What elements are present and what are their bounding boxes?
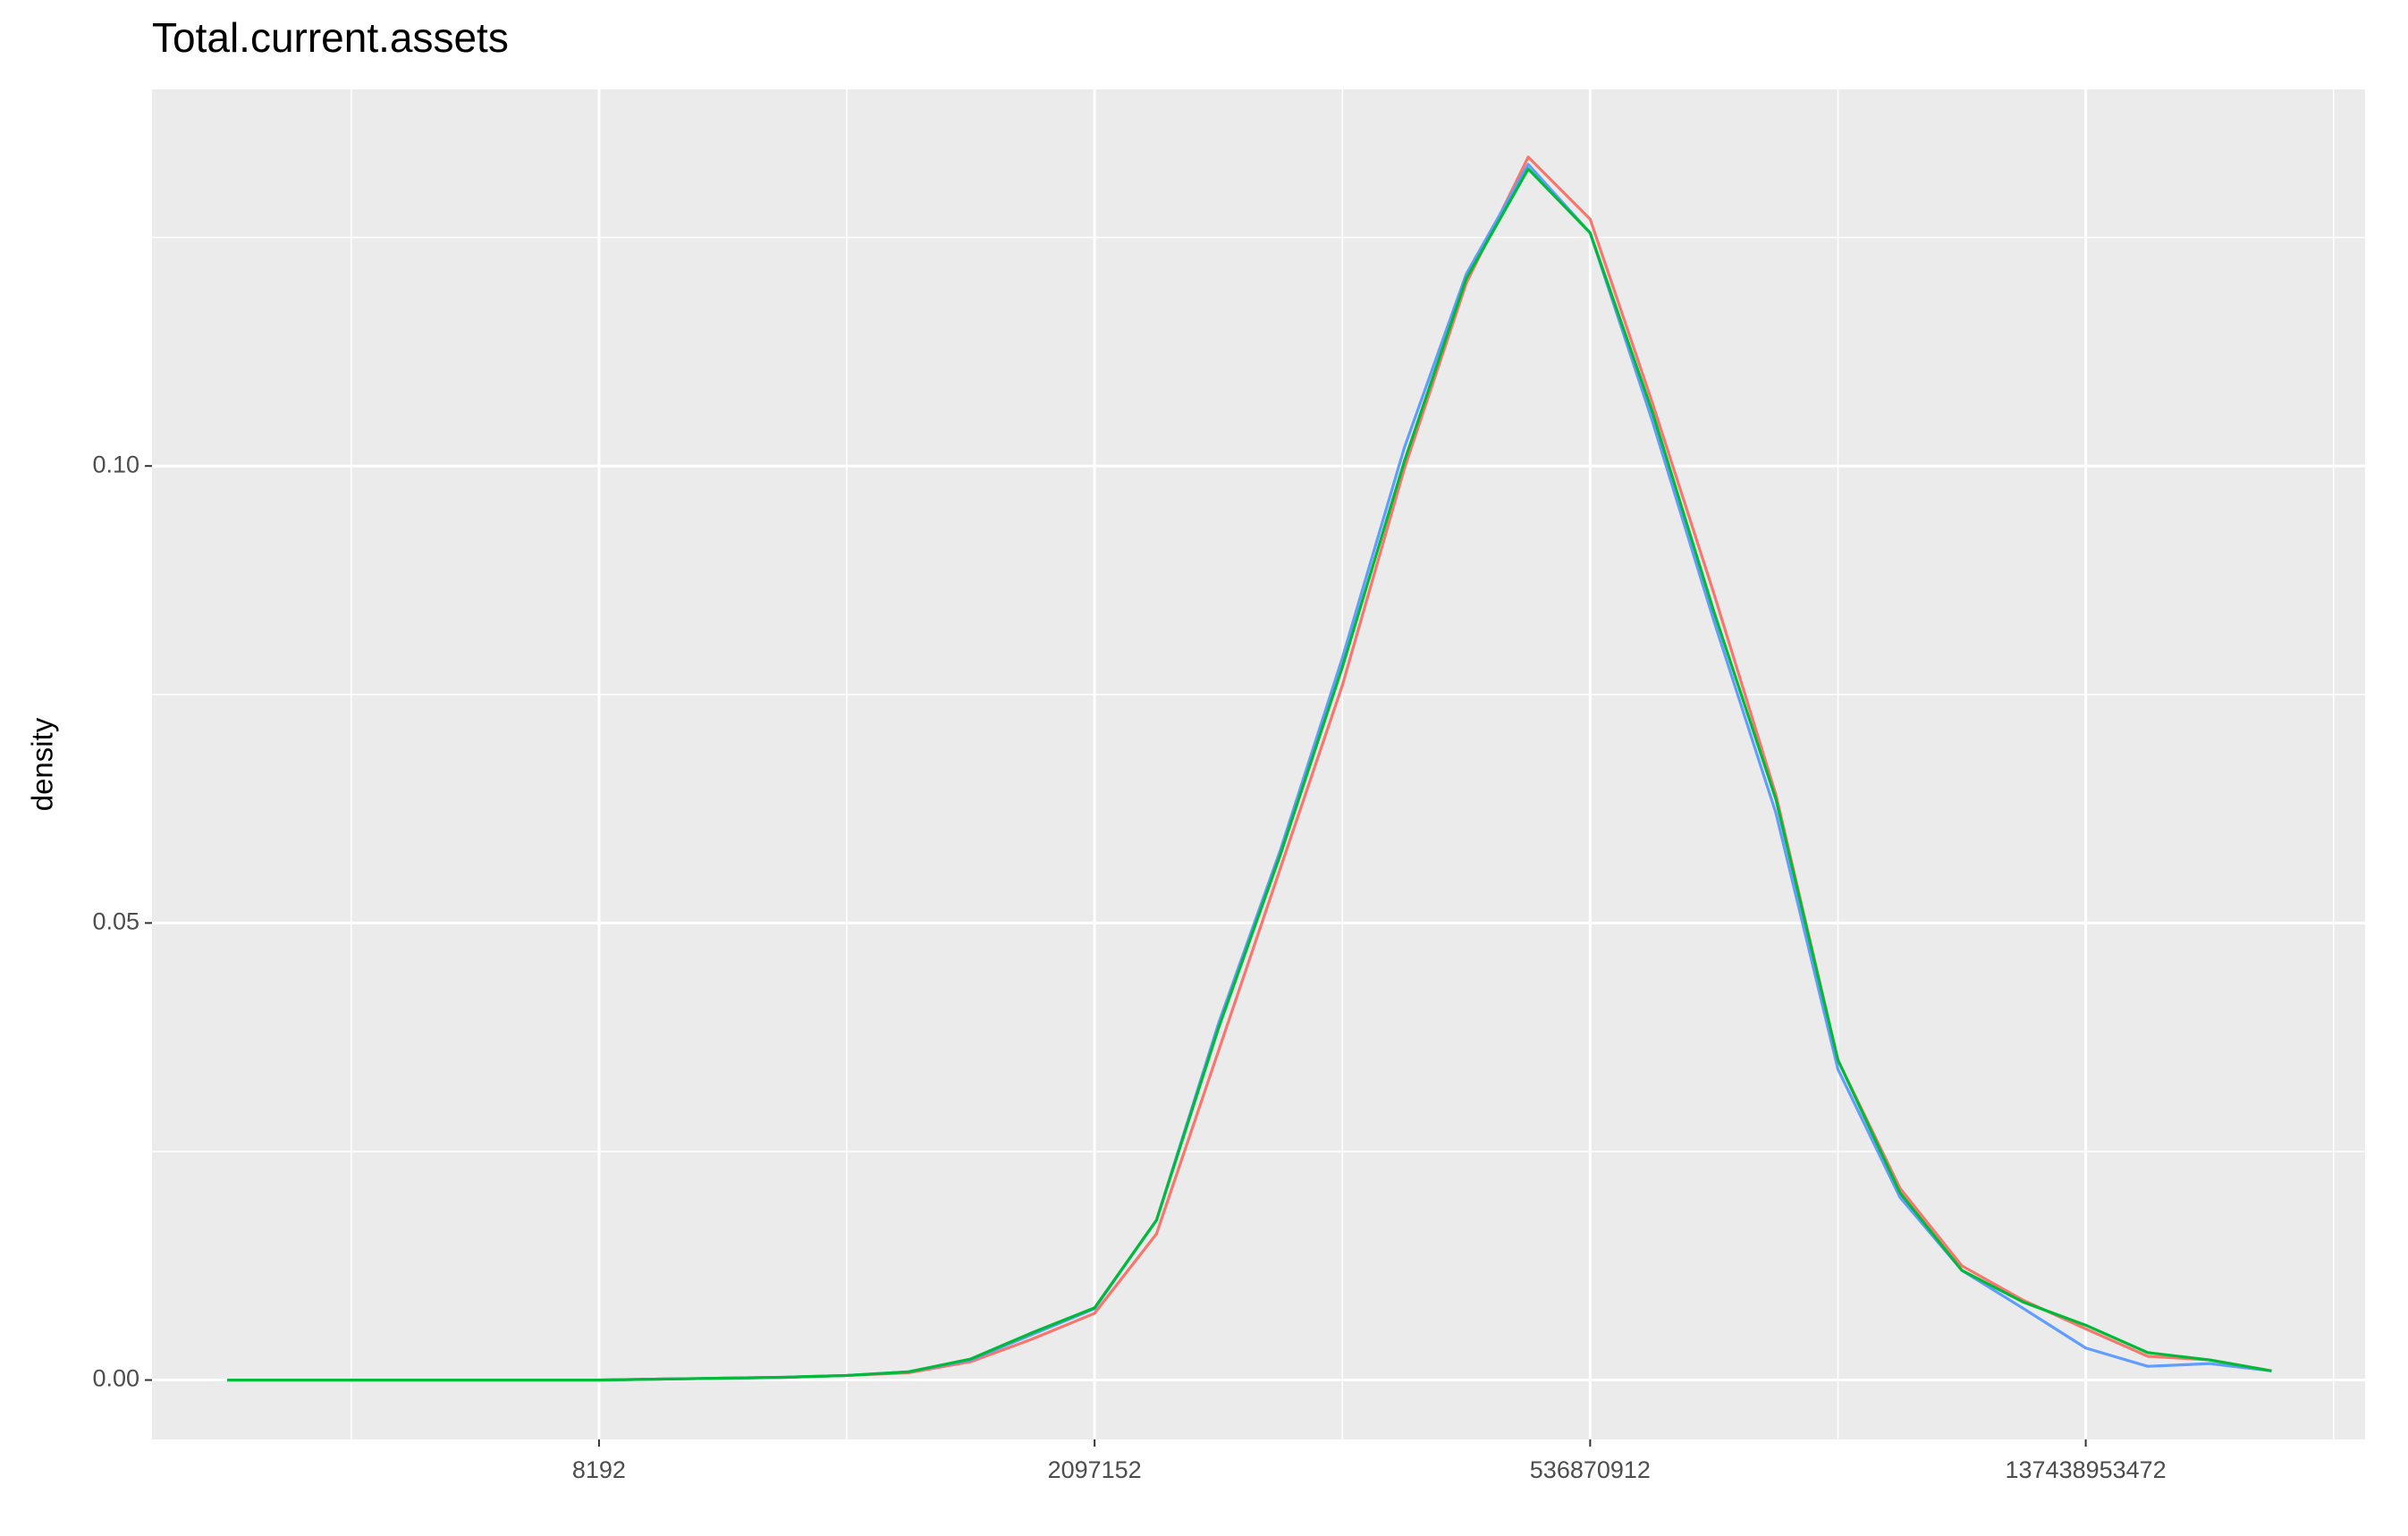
plot-panel <box>152 89 2365 1439</box>
x-tick-label: 536870912 <box>1530 1456 1651 1483</box>
density-line <box>227 167 2272 1382</box>
y-tick-label: 0.05 <box>92 908 139 935</box>
y-tick-label: 0.00 <box>92 1365 139 1392</box>
y-tick-label: 0.10 <box>92 451 139 477</box>
chart-title: Total.current.assets <box>152 14 509 61</box>
x-tick-label: 137438953472 <box>2006 1456 2167 1483</box>
y-axis-label: density <box>26 717 59 811</box>
x-tick-label: 2097152 <box>1048 1456 1142 1483</box>
x-tick-label: 8192 <box>572 1456 626 1483</box>
